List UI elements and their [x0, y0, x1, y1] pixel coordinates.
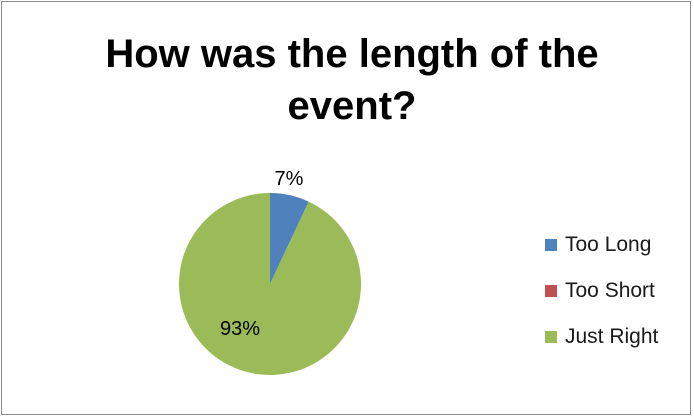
legend-swatch-just-right: [545, 331, 557, 343]
legend-label-just-right: Just Right: [565, 325, 659, 348]
legend-swatch-too-short: [545, 285, 557, 297]
legend-label-too-short: Too Short: [565, 279, 655, 302]
legend-swatch-too-long: [545, 239, 557, 251]
data-label-just-right: 93%: [220, 318, 260, 340]
chart-title: How was the length of the event?: [105, 32, 599, 128]
chart-legend: Too Long Too Short Just Right: [545, 222, 658, 360]
legend-item-just-right: Just Right: [545, 314, 658, 360]
data-label-too-long: 7%: [275, 168, 304, 190]
legend-item-too-long: Too Long: [545, 222, 658, 268]
legend-label-too-long: Too Long: [565, 233, 652, 256]
pie-slice-just-right: [179, 193, 361, 375]
pie-slice-too-long: [270, 193, 309, 284]
legend-item-too-short: Too Short: [545, 268, 658, 314]
